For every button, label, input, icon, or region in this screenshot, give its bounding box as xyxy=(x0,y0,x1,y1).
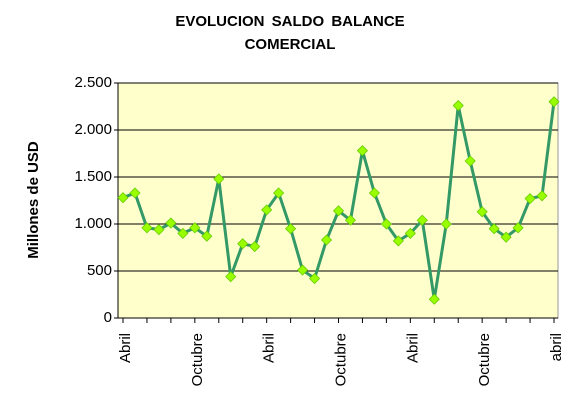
data-point xyxy=(500,231,512,243)
y-tick-label: 2.000 xyxy=(74,121,112,138)
data-point xyxy=(213,173,225,185)
data-point xyxy=(464,155,476,167)
chart-title: EVOLUCION SALDO BALANCE COMERCIAL xyxy=(175,13,405,53)
y-tick-label: 500 xyxy=(87,262,112,279)
data-point xyxy=(225,271,237,283)
x-tick-label: Abril xyxy=(261,333,278,363)
data-point xyxy=(201,230,213,242)
data-point xyxy=(141,222,153,234)
data-point xyxy=(308,272,321,285)
data-point xyxy=(404,227,416,239)
x-tick-label: abril xyxy=(548,333,565,361)
data-point xyxy=(368,187,380,199)
data-point xyxy=(129,187,141,199)
y-tick-label: 1.000 xyxy=(74,215,112,232)
data-point xyxy=(117,192,129,204)
data-point xyxy=(153,224,165,236)
data-point xyxy=(440,218,452,230)
data-point xyxy=(261,204,273,216)
data-point xyxy=(476,206,488,218)
data-point xyxy=(189,222,201,234)
data-point xyxy=(356,145,369,157)
data-point xyxy=(320,234,333,246)
data-point xyxy=(392,235,404,247)
data-point xyxy=(380,218,392,230)
data-point xyxy=(488,223,500,235)
plot-area xyxy=(117,82,559,319)
data-point xyxy=(524,193,536,205)
y-tick-label: 1.500 xyxy=(74,168,112,185)
data-point xyxy=(512,222,524,234)
data-point xyxy=(536,190,548,202)
data-point xyxy=(452,99,464,112)
data-point xyxy=(428,293,440,305)
data-point xyxy=(416,214,428,226)
data-point xyxy=(273,187,285,199)
data-point xyxy=(344,214,357,226)
y-axis-label: Millones de USD xyxy=(25,141,42,259)
x-tick-label: Octubre xyxy=(476,333,493,386)
x-tick-label: Octubre xyxy=(332,333,349,386)
data-point xyxy=(177,227,189,239)
x-tick-label: Abril xyxy=(404,333,421,363)
y-tick-label: 0 xyxy=(104,309,112,326)
x-tick-label: Octubre xyxy=(189,333,206,386)
x-tick-label: Abril xyxy=(117,333,134,363)
data-point xyxy=(165,217,177,229)
data-point xyxy=(237,238,249,250)
data-point xyxy=(249,240,261,253)
data-point xyxy=(332,205,345,217)
data-point xyxy=(297,264,309,276)
data-point xyxy=(285,223,297,235)
data-point xyxy=(548,96,560,108)
y-tick-label: 2.500 xyxy=(74,74,112,91)
